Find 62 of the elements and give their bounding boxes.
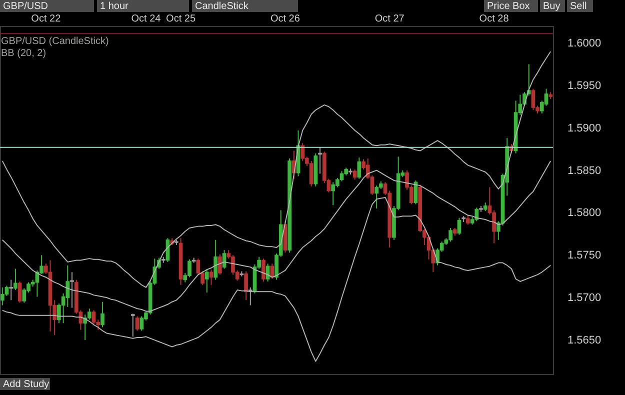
text: Price Box — [487, 1, 530, 12]
candlestick — [209, 269, 214, 286]
y-tick-label: 1.5850 — [568, 164, 602, 177]
y-tick-label: 1.5700 — [568, 292, 602, 304]
candlestick — [531, 88, 536, 111]
candlestick — [14, 268, 18, 290]
candlestick — [492, 210, 496, 244]
candlestick — [204, 269, 209, 294]
candlestick — [130, 313, 135, 338]
candlestick — [218, 254, 222, 276]
candlestick — [70, 272, 74, 308]
y-tick-label: 1.5750 — [568, 250, 602, 262]
x-tick-label: Oct 24 — [131, 14, 162, 24]
text: GBP/USD (CandleStick) — [1, 36, 109, 47]
candlestick — [335, 177, 340, 188]
x-tick-label: Oct 28 — [479, 14, 510, 24]
text: 1 hour — [100, 1, 130, 12]
candlestick — [270, 263, 274, 280]
candlestick — [340, 170, 344, 182]
candlestick — [262, 258, 266, 282]
candlestick — [87, 308, 92, 320]
candlestick — [474, 207, 479, 222]
line-series — [2, 160, 552, 312]
text: Buy — [543, 1, 560, 12]
candlestick — [100, 301, 104, 328]
candlestick — [357, 157, 362, 180]
text: Add Study — [3, 379, 50, 390]
candlestick — [18, 280, 22, 304]
candlestick — [309, 160, 314, 187]
candlestick — [318, 146, 322, 174]
line-series — [2, 50, 552, 288]
candlestick — [196, 258, 200, 276]
x-tick-label: Oct 25 — [166, 14, 196, 24]
x-tick-label: Oct 26 — [270, 14, 300, 24]
x-tick-label: Oct 22 — [31, 14, 62, 24]
candlestick — [352, 168, 357, 180]
text: Sell — [570, 1, 587, 12]
candlestick — [448, 228, 452, 242]
candlestick — [248, 286, 252, 306]
candlestick — [300, 142, 305, 162]
candlestick — [4, 285, 9, 296]
candlestick — [200, 270, 204, 286]
candlestick — [466, 214, 470, 226]
candlestick — [214, 239, 218, 280]
y-tick-label: 1.5800 — [568, 207, 602, 220]
candlestick — [140, 316, 144, 332]
candlestick — [244, 270, 248, 301]
candlestick — [92, 310, 96, 324]
y-tick-label: 1.6000 — [568, 37, 602, 50]
line-series — [2, 196, 552, 362]
candlestick — [0, 286, 4, 306]
text: GBP/USD — [3, 1, 48, 12]
candlestick — [22, 288, 26, 304]
candlestick — [9, 279, 14, 301]
candlestick — [135, 316, 140, 332]
text: BB (20, 2) — [1, 48, 46, 59]
y-tick-label: 1.5900 — [568, 122, 602, 134]
candlestick — [457, 217, 462, 236]
y-tick-label: 1.5650 — [568, 334, 602, 347]
x-tick-label: Oct 27 — [374, 14, 405, 24]
text: CandleStick — [195, 1, 250, 12]
y-tick-label: 1.5950 — [568, 80, 602, 92]
